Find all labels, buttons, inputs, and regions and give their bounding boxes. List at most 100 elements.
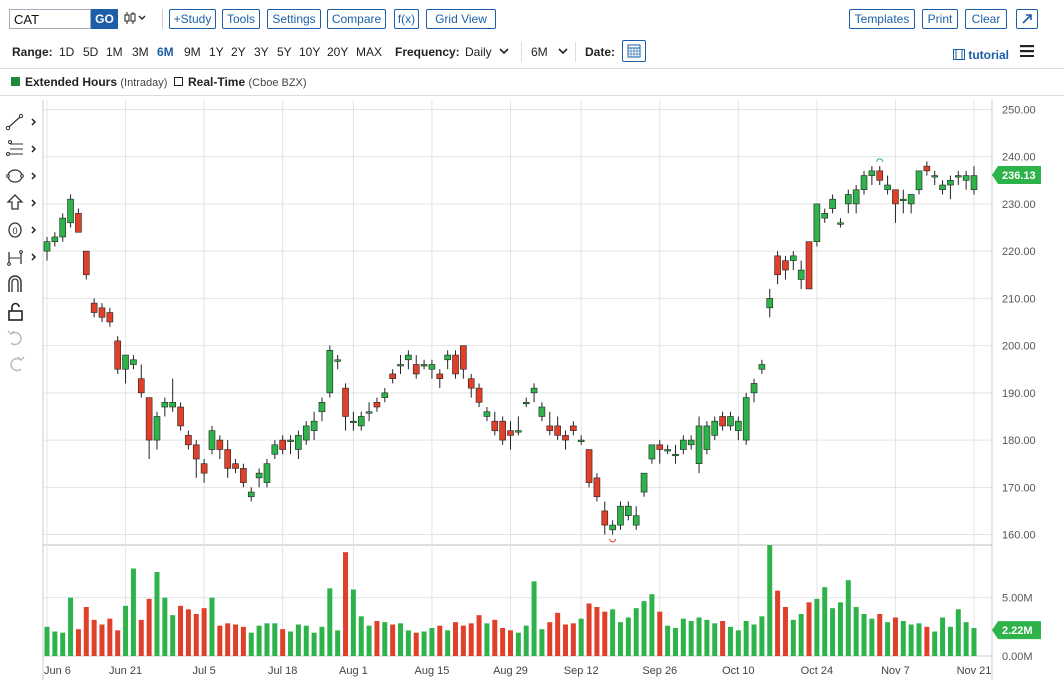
- top-toolbar: GO +Study Tools Settings Compare f(x) Gr…: [0, 0, 1064, 40]
- volume-bar: [52, 631, 58, 656]
- volume-bar: [358, 616, 364, 656]
- volume-bar: [751, 624, 757, 656]
- add-study-button[interactable]: +Study: [169, 9, 216, 29]
- magnet-icon[interactable]: [8, 275, 22, 292]
- range-6m[interactable]: 6M: [157, 45, 174, 59]
- candle-body: [232, 463, 239, 469]
- candle-body: [287, 439, 294, 442]
- candle-body: [876, 170, 884, 181]
- settings-button[interactable]: Settings: [267, 9, 321, 29]
- volume-bar: [350, 589, 356, 656]
- candle-body: [632, 515, 640, 526]
- volume-bar: [562, 624, 568, 656]
- candle-body: [381, 392, 389, 398]
- candle-body: [860, 175, 868, 191]
- candle-body: [954, 175, 962, 178]
- candle-body: [310, 420, 318, 431]
- range-max[interactable]: MAX: [356, 45, 383, 59]
- lock-icon[interactable]: [8, 302, 23, 321]
- volume-bar: [311, 632, 317, 656]
- range-1y[interactable]: 1Y: [209, 45, 224, 59]
- redo-icon[interactable]: [10, 356, 25, 372]
- go-button[interactable]: GO: [91, 9, 118, 29]
- candle-body: [554, 425, 561, 436]
- arrow-up-icon[interactable]: [6, 194, 37, 210]
- tutorial-link[interactable]: tutorial: [953, 47, 1009, 63]
- volume-bar: [162, 597, 168, 656]
- range-1m[interactable]: 1M: [106, 45, 123, 59]
- candle-body: [522, 401, 530, 405]
- candle-body: [695, 425, 703, 465]
- range-1d[interactable]: 1D: [59, 45, 75, 59]
- range-9m[interactable]: 9M: [184, 45, 201, 59]
- candle-body: [648, 444, 656, 460]
- symbol-input[interactable]: [9, 9, 91, 29]
- undo-icon[interactable]: [7, 330, 22, 346]
- range-5y[interactable]: 5Y: [277, 45, 292, 59]
- volume-bar: [484, 623, 490, 656]
- volume-bar: [680, 618, 686, 656]
- volume-bar: [712, 623, 718, 656]
- range-3y[interactable]: 3Y: [254, 45, 269, 59]
- templates-button[interactable]: Templates: [849, 9, 915, 29]
- candle-body: [137, 378, 145, 394]
- toolbar-divider: [162, 9, 163, 29]
- price-tick-label: 180.00: [1002, 435, 1036, 447]
- popout-button[interactable]: [1016, 9, 1038, 29]
- volume-bar: [704, 619, 710, 656]
- extended-hours-checkbox[interactable]: [11, 77, 20, 86]
- period-select[interactable]: 6M: [531, 45, 548, 59]
- period-chevron-icon[interactable]: [558, 44, 568, 60]
- range-5d[interactable]: 5D: [83, 45, 99, 59]
- candle-body: [357, 416, 365, 427]
- trendline-icon[interactable]: [5, 113, 37, 131]
- last-volume-tag: [992, 621, 1041, 640]
- annotation-icon[interactable]: 0: [8, 222, 37, 238]
- measure-icon[interactable]: [7, 250, 37, 266]
- frequency-chevron-icon[interactable]: [499, 44, 509, 60]
- calendar-button[interactable]: [622, 40, 646, 62]
- volume-bar: [508, 630, 513, 656]
- shapes-icon[interactable]: [6, 169, 37, 183]
- compare-button[interactable]: Compare: [327, 9, 386, 29]
- grid-view-button[interactable]: Grid View: [426, 9, 496, 29]
- date-tick-label: Oct 24: [801, 665, 833, 677]
- chart-type-icon[interactable]: [124, 10, 148, 29]
- range-3m[interactable]: 3M: [132, 45, 149, 59]
- function-button[interactable]: f(x): [394, 9, 419, 29]
- candle-body: [185, 435, 192, 446]
- volume-bar: [288, 631, 294, 656]
- volume-bar: [366, 625, 372, 656]
- candle-body: [43, 241, 51, 252]
- candle-body: [711, 420, 719, 436]
- realtime-checkbox[interactable]: [174, 77, 183, 86]
- volume-bar: [515, 632, 521, 656]
- tutorial-label: tutorial: [968, 48, 1010, 62]
- date-label: Date:: [585, 45, 616, 59]
- tools-button[interactable]: Tools: [222, 9, 260, 29]
- candle-body: [365, 411, 373, 414]
- volume-bar: [225, 623, 231, 656]
- range-2y[interactable]: 2Y: [231, 45, 246, 59]
- hamburger-menu-icon[interactable]: [1020, 45, 1034, 61]
- candle-body: [59, 217, 67, 238]
- candle-body: [114, 340, 122, 370]
- candle-body: [499, 420, 506, 441]
- range-20y[interactable]: 20Y: [327, 45, 349, 59]
- print-button[interactable]: Print: [922, 9, 958, 29]
- candle-body: [412, 364, 420, 375]
- volume-bar: [123, 605, 129, 656]
- fibonacci-icon[interactable]: [6, 140, 37, 156]
- divider: [0, 68, 1064, 69]
- range-10y[interactable]: 10Y: [299, 45, 321, 59]
- volume-bar: [602, 611, 608, 656]
- frequency-select[interactable]: Daily: [465, 45, 492, 59]
- clear-button[interactable]: Clear: [965, 9, 1007, 29]
- volume-bar: [578, 618, 584, 656]
- candle-body: [609, 524, 616, 531]
- price-tick-label: 160.00: [1002, 530, 1036, 542]
- price-tick-label: 190.00: [1002, 388, 1036, 400]
- candle-body: [279, 439, 286, 450]
- candle-body: [153, 416, 161, 441]
